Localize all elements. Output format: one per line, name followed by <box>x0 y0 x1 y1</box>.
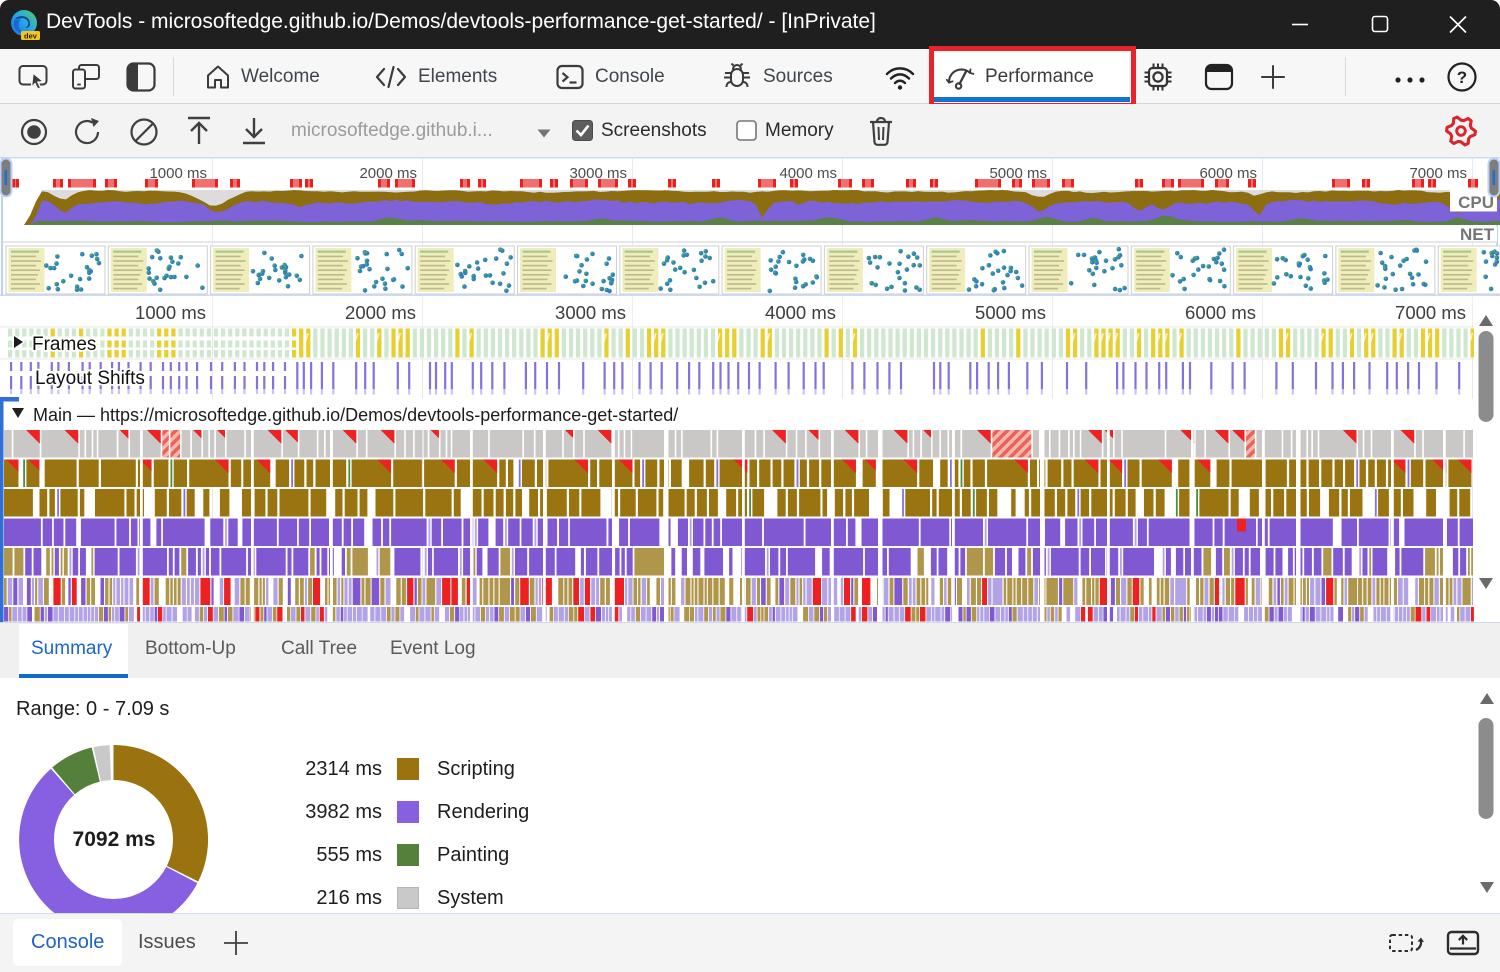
svg-text:5000 ms: 5000 ms <box>989 165 1047 182</box>
svg-text:dev: dev <box>24 31 38 40</box>
svg-text:4000 ms: 4000 ms <box>779 165 837 182</box>
svg-text:2000 ms: 2000 ms <box>359 165 417 182</box>
svg-text:Layout Shifts: Layout Shifts <box>35 368 145 389</box>
svg-text:1000 ms: 1000 ms <box>149 165 207 182</box>
svg-text:5000 ms: 5000 ms <box>975 302 1046 323</box>
svg-text:7000 ms: 7000 ms <box>1409 165 1467 182</box>
svg-text:6000 ms: 6000 ms <box>1199 165 1257 182</box>
svg-text:6000 ms: 6000 ms <box>1185 302 1256 323</box>
svg-text:NET: NET <box>1460 225 1495 244</box>
svg-text:3000 ms: 3000 ms <box>569 165 627 182</box>
svg-text:CPU: CPU <box>1458 193 1494 212</box>
svg-text:?: ? <box>1457 68 1467 87</box>
svg-text:4000 ms: 4000 ms <box>765 302 836 323</box>
svg-text:Main — https://microsoftedge.g: Main — https://microsoftedge.github.io/D… <box>33 405 678 425</box>
svg-text:3000 ms: 3000 ms <box>555 302 626 323</box>
svg-text:Frames: Frames <box>32 334 96 355</box>
svg-text:1000 ms: 1000 ms <box>135 302 206 323</box>
svg-text:2000 ms: 2000 ms <box>345 302 416 323</box>
svg-text:7000 ms: 7000 ms <box>1395 302 1466 323</box>
